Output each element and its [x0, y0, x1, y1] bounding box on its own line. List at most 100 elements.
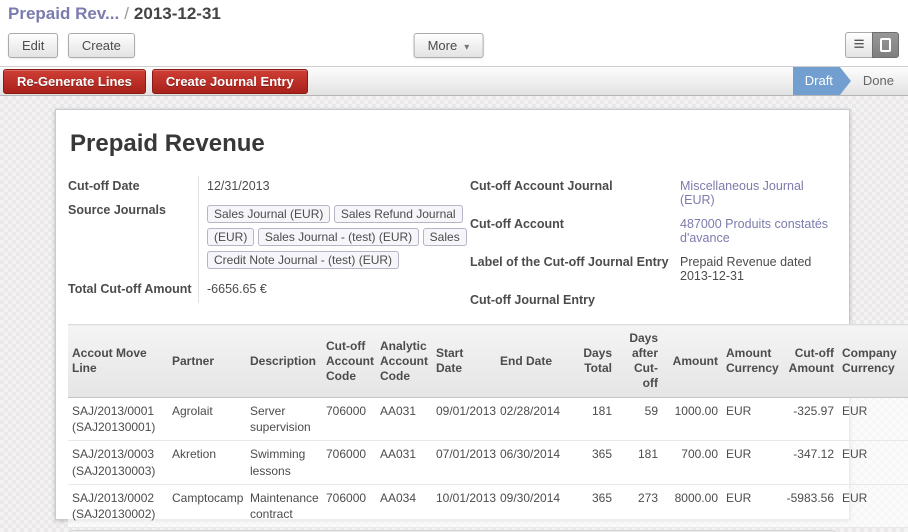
table-cell[interactable]: 365: [576, 484, 616, 527]
table-cell[interactable]: 273: [616, 484, 662, 527]
cutoff-account-journal-label: Cut-off Account Journal: [470, 176, 675, 214]
table-cell[interactable]: AA031: [376, 398, 432, 441]
column-header[interactable]: Analytic Account Code: [376, 325, 432, 398]
table-cell[interactable]: EUR: [838, 484, 908, 527]
lines-table-wrap: Accout Move LinePartnerDescriptionCut-of…: [68, 324, 837, 532]
table-row[interactable]: SAJ/2013/0003 (SAJ20130003)AkretionSwimm…: [68, 441, 908, 484]
cutoff-account-journal-link[interactable]: Miscellaneous Journal (EUR): [680, 179, 804, 207]
table-cell[interactable]: 07/01/2013: [432, 441, 496, 484]
table-cell[interactable]: 1000.00: [662, 398, 722, 441]
column-header[interactable]: End Date: [496, 325, 576, 398]
journal-entry-label-label: Label of the Cut-off Journal Entry: [470, 252, 675, 290]
statusbar: Draft Done: [793, 67, 908, 95]
list-view-button[interactable]: ≡: [845, 32, 872, 58]
lines-table-body: SAJ/2013/0001 (SAJ20130001)AgrolaitServe…: [68, 398, 908, 528]
column-header[interactable]: Description: [246, 325, 322, 398]
journal-entry-label-value: Prepaid Revenue dated 2013-12-31: [675, 252, 837, 290]
column-header[interactable]: Start Date: [432, 325, 496, 398]
form-sheet: Prepaid Revenue Cut-off Date 12/31/2013 …: [55, 109, 850, 520]
table-cell[interactable]: AA034: [376, 484, 432, 527]
table-cell[interactable]: EUR: [838, 398, 908, 441]
table-cell[interactable]: Server supervision: [246, 398, 322, 441]
cutoff-account-label: Cut-off Account: [470, 214, 675, 252]
page-title: Prepaid Revenue: [70, 130, 837, 158]
breadcrumb-parent-link[interactable]: Prepaid Rev...: [8, 4, 119, 24]
table-cell[interactable]: SAJ/2013/0001 (SAJ20130001): [68, 398, 168, 441]
table-cell[interactable]: Agrolait: [168, 398, 246, 441]
table-cell[interactable]: AA031: [376, 441, 432, 484]
breadcrumb: Prepaid Rev... / 2013-12-31: [0, 0, 908, 28]
caret-down-icon: ▾: [464, 42, 469, 53]
form-left-column: Cut-off Date 12/31/2013 Source Journals …: [68, 176, 470, 310]
table-cell[interactable]: EUR: [722, 484, 774, 527]
table-row[interactable]: SAJ/2013/0002 (SAJ20130002)CamptocampMai…: [68, 484, 908, 527]
table-cell[interactable]: 706000: [322, 441, 376, 484]
table-cell[interactable]: 06/30/2014: [496, 441, 576, 484]
cutoff-account-link[interactable]: 487000 Produits constatés d'avance: [680, 217, 828, 245]
journal-tag: Sales Journal - (test) (EUR): [258, 228, 419, 246]
table-cell[interactable]: EUR: [722, 398, 774, 441]
table-cell[interactable]: Swimming lessons: [246, 441, 322, 484]
table-cell[interactable]: 700.00: [662, 441, 722, 484]
total-cutoff-amount-label: Total Cut-off Amount: [68, 279, 198, 303]
table-cell[interactable]: 181: [576, 398, 616, 441]
create-button[interactable]: Create: [68, 33, 135, 58]
column-header[interactable]: Accout Move Line: [68, 325, 168, 398]
column-header[interactable]: Amount: [662, 325, 722, 398]
lines-table-header-row: Accout Move LinePartnerDescriptionCut-of…: [68, 325, 908, 398]
table-cell[interactable]: 8000.00: [662, 484, 722, 527]
table-cell[interactable]: 09/01/2013: [432, 398, 496, 441]
column-header[interactable]: Days Total: [576, 325, 616, 398]
table-cell[interactable]: Camptocamp: [168, 484, 246, 527]
status-done: Done: [851, 67, 908, 95]
list-icon: ≡: [853, 35, 864, 54]
table-cell[interactable]: -347.12: [774, 441, 838, 484]
table-cell[interactable]: 09/30/2014: [496, 484, 576, 527]
status-draft-arrow: Draft: [793, 67, 851, 95]
column-header[interactable]: Days after Cut-off: [616, 325, 662, 398]
edit-button[interactable]: Edit: [8, 33, 58, 58]
breadcrumb-separator: /: [124, 4, 129, 24]
table-cell[interactable]: 02/28/2014: [496, 398, 576, 441]
table-cell[interactable]: 365: [576, 441, 616, 484]
table-cell[interactable]: 706000: [322, 398, 376, 441]
table-row[interactable]: SAJ/2013/0001 (SAJ20130001)AgrolaitServe…: [68, 398, 908, 441]
cutoff-date-value: 12/31/2013: [198, 176, 468, 200]
source-journals-tags: Sales Journal (EUR) Sales Refund Journal…: [198, 200, 468, 279]
table-cell[interactable]: 59: [616, 398, 662, 441]
journal-tag: Sales Journal (EUR): [207, 205, 330, 223]
table-cell[interactable]: 706000: [322, 484, 376, 527]
create-journal-entry-button[interactable]: Create Journal Entry: [152, 69, 308, 94]
more-button-label: More: [428, 38, 458, 53]
form-fields: Cut-off Date 12/31/2013 Source Journals …: [68, 176, 837, 310]
table-cell[interactable]: 181: [616, 441, 662, 484]
column-header[interactable]: Cut-off Amount: [774, 325, 838, 398]
breadcrumb-current: 2013-12-31: [134, 4, 221, 24]
more-button[interactable]: More ▾: [414, 33, 484, 58]
column-header[interactable]: Amount Currency: [722, 325, 774, 398]
form-view-button[interactable]: [872, 32, 899, 58]
column-header[interactable]: Company Currency: [838, 325, 908, 398]
table-cell[interactable]: -5983.56: [774, 484, 838, 527]
source-journals-label: Source Journals: [68, 200, 198, 279]
total-cutoff-amount-value: -6656.65 €: [198, 279, 468, 303]
column-header[interactable]: Partner: [168, 325, 246, 398]
cutoff-journal-entry-value: [675, 290, 837, 310]
table-cell[interactable]: Akretion: [168, 441, 246, 484]
main-content: Prepaid Revenue Cut-off Date 12/31/2013 …: [0, 96, 908, 532]
form-right-column: Cut-off Account Journal Miscellaneous Jo…: [470, 176, 837, 310]
regenerate-lines-button[interactable]: Re-Generate Lines: [3, 69, 146, 94]
table-cell[interactable]: -325.97: [774, 398, 838, 441]
table-cell[interactable]: Maintenance contract: [246, 484, 322, 527]
form-header-bar: Re-Generate Lines Create Journal Entry D…: [0, 66, 908, 96]
cutoff-journal-entry-label: Cut-off Journal Entry: [470, 290, 675, 310]
table-cell[interactable]: EUR: [838, 441, 908, 484]
table-cell[interactable]: 10/01/2013: [432, 484, 496, 527]
table-cell[interactable]: SAJ/2013/0003 (SAJ20130003): [68, 441, 168, 484]
table-cell[interactable]: EUR: [722, 441, 774, 484]
control-bar: Edit Create More ▾ ≡: [0, 28, 908, 66]
view-switcher: ≡: [845, 32, 899, 58]
table-cell[interactable]: SAJ/2013/0002 (SAJ20130002): [68, 484, 168, 527]
form-view-icon: [880, 38, 891, 52]
column-header[interactable]: Cut-off Account Code: [322, 325, 376, 398]
